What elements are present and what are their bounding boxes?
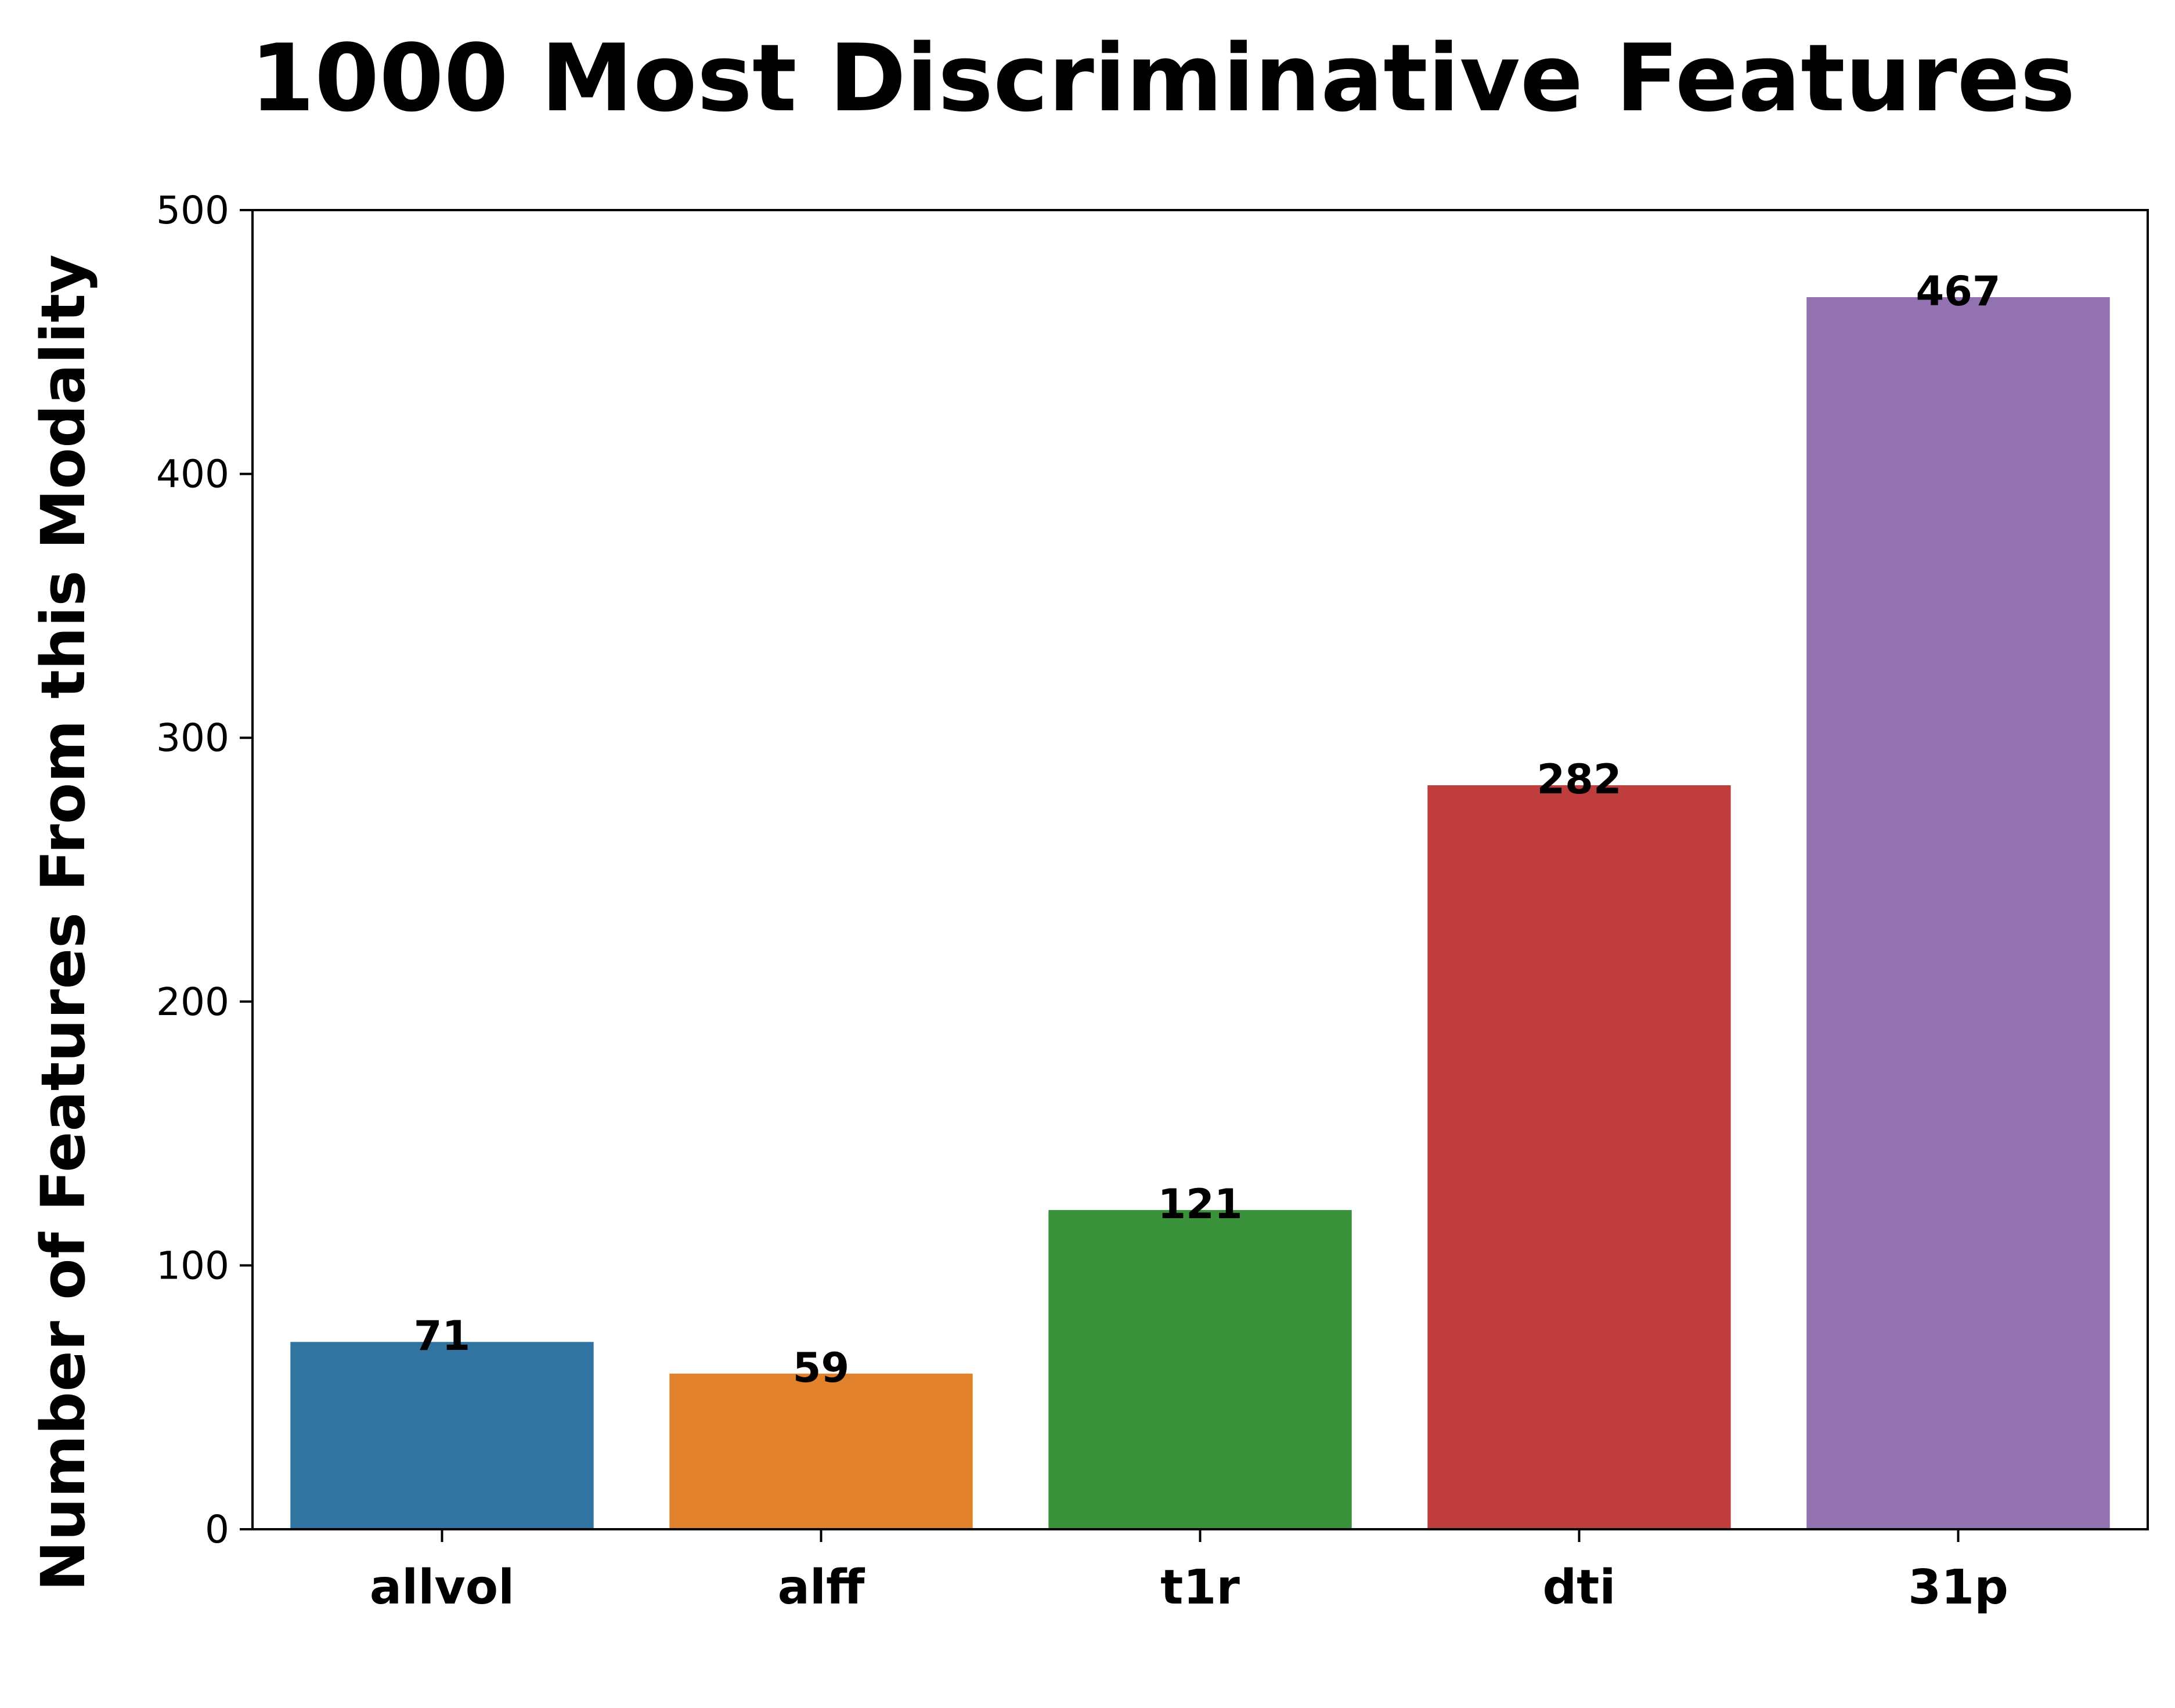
- bar-t1r: [1048, 1209, 1352, 1529]
- data-label-t1r: 121: [1157, 1180, 1242, 1228]
- y-tick-label: 500: [156, 188, 229, 233]
- data-label-dti: 282: [1536, 756, 1621, 803]
- y-ticks-group: 0 100 200 300 400 500: [156, 188, 253, 1552]
- bar-alff: [669, 1373, 973, 1529]
- x-tick-label-allvol: allvol: [370, 1560, 514, 1615]
- bars-group: [290, 297, 2110, 1529]
- bar-dti: [1427, 785, 1731, 1529]
- data-label-31p: 467: [1916, 268, 2000, 315]
- bar-allvol: [290, 1342, 594, 1529]
- x-ticks-group: allvol alff t1r dti 31p: [370, 1529, 2008, 1615]
- y-axis-label: Number of Features From this Modality: [28, 254, 99, 1591]
- y-tick-label: 100: [156, 1243, 229, 1288]
- y-tick-label: 200: [156, 980, 229, 1024]
- x-tick-label-dti: dti: [1542, 1560, 1615, 1615]
- x-tick-label-alff: alff: [778, 1560, 865, 1615]
- chart-title: 1000 Most Discriminative Features: [250, 24, 2076, 132]
- bar-31p: [1806, 297, 2110, 1529]
- plot-area-frame: [251, 209, 2149, 1530]
- data-labels-group: 71 59 121 282 467: [414, 268, 2001, 1392]
- data-label-alff: 59: [793, 1344, 849, 1392]
- data-label-allvol: 71: [414, 1312, 470, 1360]
- y-tick-label: 0: [205, 1507, 229, 1552]
- y-tick-label: 300: [156, 716, 229, 760]
- y-tick-label: 400: [156, 452, 229, 497]
- x-tick-label-31p: 31p: [1908, 1560, 2008, 1615]
- x-tick-label-t1r: t1r: [1160, 1560, 1240, 1615]
